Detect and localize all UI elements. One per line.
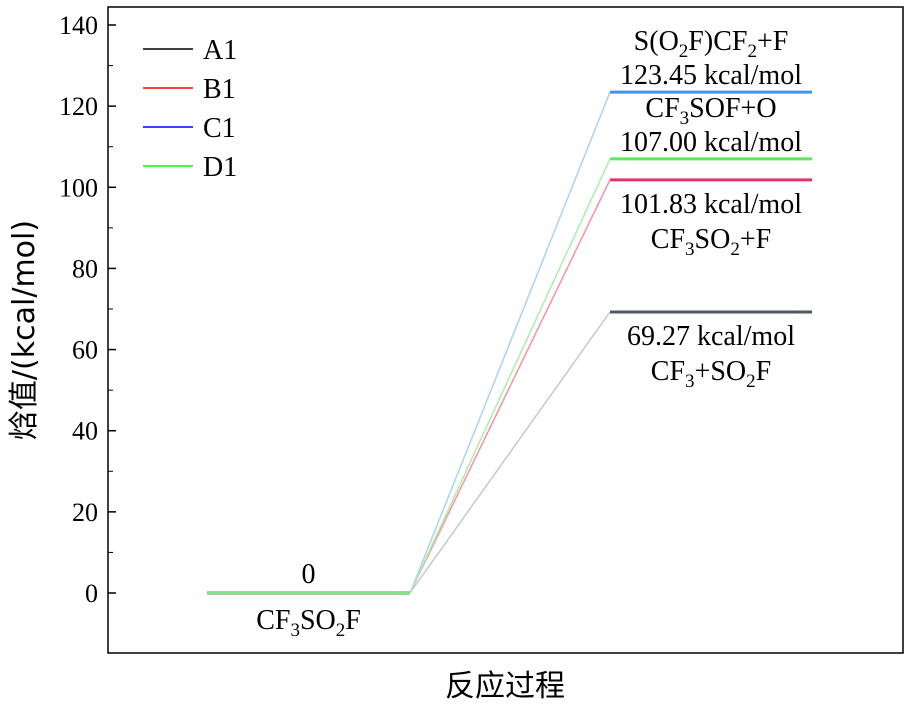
d1-species-label: CF3SOF+O xyxy=(645,93,776,129)
y-axis: 0 20 40 60 80 100 120 140 xyxy=(59,11,116,608)
y-axis-label: 焓值/(kcal/mol) xyxy=(7,220,42,440)
legend-label-d1: D1 xyxy=(203,152,237,183)
y-tick-label: 60 xyxy=(72,336,98,365)
connector-a1 xyxy=(409,311,611,594)
a1-species-label: CF3+SO2F xyxy=(651,356,771,392)
a1-value-label: 69.27 kcal/mol xyxy=(627,321,795,352)
connector-d1 xyxy=(409,158,611,594)
reactant-species-label: CF3SO2F xyxy=(256,605,361,641)
y-tick-label: 140 xyxy=(59,11,98,40)
energy-levels xyxy=(207,90,812,595)
b1-value-label: 101.83 kcal/mol xyxy=(620,189,802,220)
y-tick-label: 40 xyxy=(72,417,98,446)
connector-lines xyxy=(409,91,611,594)
y-tick-label: 100 xyxy=(59,173,98,202)
y-tick-label: 20 xyxy=(72,498,98,527)
y-tick-label: 120 xyxy=(59,92,98,121)
connector-b1 xyxy=(409,179,611,594)
y-tick-label: 0 xyxy=(85,579,98,608)
plot-frame xyxy=(107,6,904,654)
legend: A1 B1 C1 D1 xyxy=(143,35,237,183)
y-tick-label: 80 xyxy=(72,254,98,283)
reactant-value-label: 0 xyxy=(302,559,316,590)
legend-label-c1: C1 xyxy=(203,113,236,144)
c1-value-label: 123.45 kcal/mol xyxy=(620,60,802,91)
x-axis-label: 反应过程 xyxy=(445,669,565,704)
legend-label-b1: B1 xyxy=(203,74,236,105)
d1-value-label: 107.00 kcal/mol xyxy=(620,127,802,158)
c1-species-label: S(O2F)CF2+F xyxy=(634,26,789,62)
b1-species-label: CF3SO2+F xyxy=(651,224,771,260)
connector-c1 xyxy=(409,91,611,594)
legend-label-a1: A1 xyxy=(203,35,237,66)
